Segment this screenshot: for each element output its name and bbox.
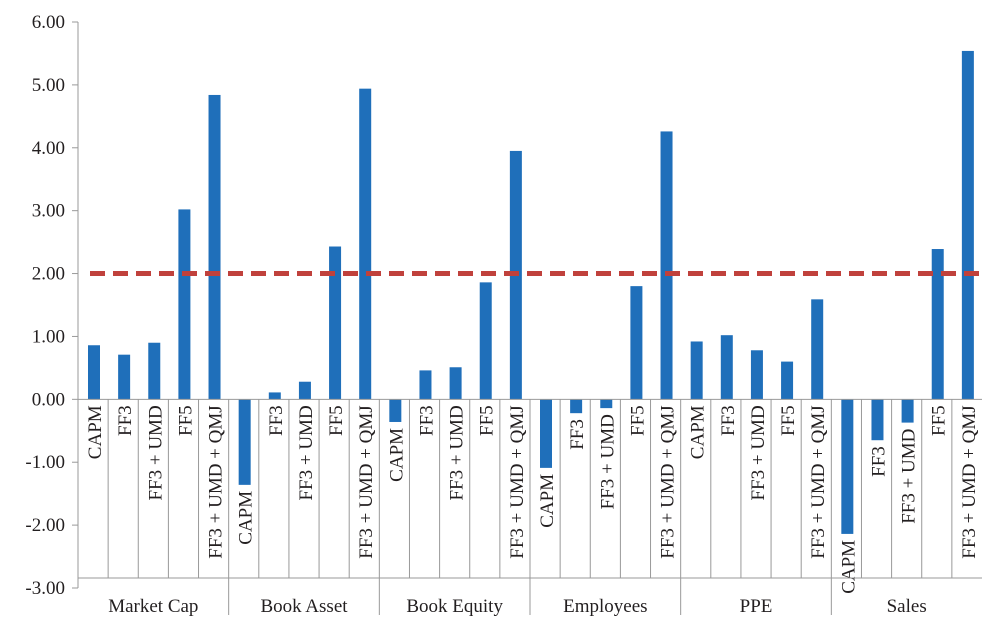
model-label: FF5 [477,405,498,436]
group-label: Market Cap [108,596,198,617]
model-label: FF3 + UMD [145,405,166,500]
model-label: CAPM [838,540,859,594]
model-label: FF3 + UMD + QMJ [356,405,377,558]
group-label: PPE [740,596,773,617]
bar-book-asset-capm [238,399,251,485]
y-tick-label: 2.00 [32,264,65,285]
bar-book-asset-ff3 [268,392,281,400]
bar-book-asset-ff3-umd-qmj [359,88,372,400]
model-label: FF3 [567,419,588,450]
bar-book-equity-ff5 [479,282,492,400]
y-tick-label: 3.00 [32,201,65,222]
y-tick-label: 1.00 [32,326,65,347]
model-label: CAPM [537,474,558,528]
group-label: Book Equity [406,596,503,617]
bar-ppe-ff3 [720,335,733,400]
model-label: CAPM [688,405,709,459]
model-label: CAPM [85,405,106,459]
y-tick-label: 5.00 [32,75,65,96]
y-tick-label: 0.00 [32,389,65,410]
y-tick-label: 4.00 [32,138,65,159]
model-label: FF5 [778,405,799,436]
model-label: FF3 + UMD + QMJ [658,405,679,558]
model-label: FF5 [326,405,347,436]
y-tick-label: -1.00 [25,452,65,473]
bar-market-cap-ff3-umd-qmj [208,94,221,400]
model-label: FF3 + UMD + QMJ [206,405,227,558]
bar-book-equity-capm [389,399,402,422]
bar-book-equity-ff3 [419,370,432,400]
model-label: FF3 + UMD + QMJ [808,405,829,558]
bar-book-equity-ff3-umd [449,367,462,400]
bar-ppe-ff3-umd [750,350,763,400]
bar-market-cap-ff3-umd [148,342,161,400]
bar-ppe-ff5 [781,361,794,400]
bar-book-asset-ff5 [329,246,342,400]
bar-sales-ff3 [871,399,884,441]
bar-market-cap-ff5 [178,209,191,400]
model-label: FF3 [718,405,739,436]
model-label: FF3 + UMD [748,405,769,500]
model-label: FF5 [175,405,196,436]
model-label: CAPM [236,491,257,545]
group-label: Sales [887,596,927,617]
y-tick-label: -2.00 [25,515,65,536]
x-axis: CAPM FF3 FF3 + UMD FF5 FF3 + UMD + QMJ CAPM FF… [78,398,982,617]
model-label: CAPM [386,428,407,482]
model-label: FF5 [929,405,950,436]
model-label: FF3 [115,405,136,436]
model-label: FF3 + UMD [597,414,618,509]
bar-employees-ff3-umd-qmj [660,131,673,400]
bar-sales-ff5 [931,249,944,400]
model-label: FF3 + UMD + QMJ [959,405,980,558]
bar-employees-capm [540,399,552,468]
model-label: FF5 [627,405,648,436]
bars [88,50,974,534]
bar-market-cap-capm [88,345,100,400]
group-label: Employees [563,596,647,617]
bar-employees-ff3 [570,399,583,414]
bar-book-asset-ff3-umd [298,381,311,400]
model-label: FF3 [416,405,437,436]
model-label: FF3 [266,405,287,436]
bar-sales-ff3-umd [901,399,914,423]
model-label: FF3 + UMD [296,405,317,500]
model-label: FF3 + UMD [899,429,920,524]
bar-ppe-ff3-umd-qmj [811,299,824,400]
model-label: FF3 + UMD + QMJ [507,405,528,558]
bar-market-cap-ff3 [118,354,131,400]
model-label: FF3 [868,446,889,477]
bar-ppe-capm [690,341,703,400]
group-label: Book Asset [260,596,348,617]
y-tick-label: -3.00 [25,578,65,599]
model-label: FF3 + UMD [447,405,468,500]
bar-sales-ff3-umd-qmj [961,50,974,400]
y-tick-label: 6.00 [32,12,65,33]
bar-employees-ff5 [630,286,643,400]
y-axis: 6.00 5.00 4.00 3.00 2.00 1.00 0.00 -1.00 -2.00 -3… [25,12,79,599]
bar-sales-capm [841,399,854,534]
bar-employees-ff3-umd [600,399,613,409]
